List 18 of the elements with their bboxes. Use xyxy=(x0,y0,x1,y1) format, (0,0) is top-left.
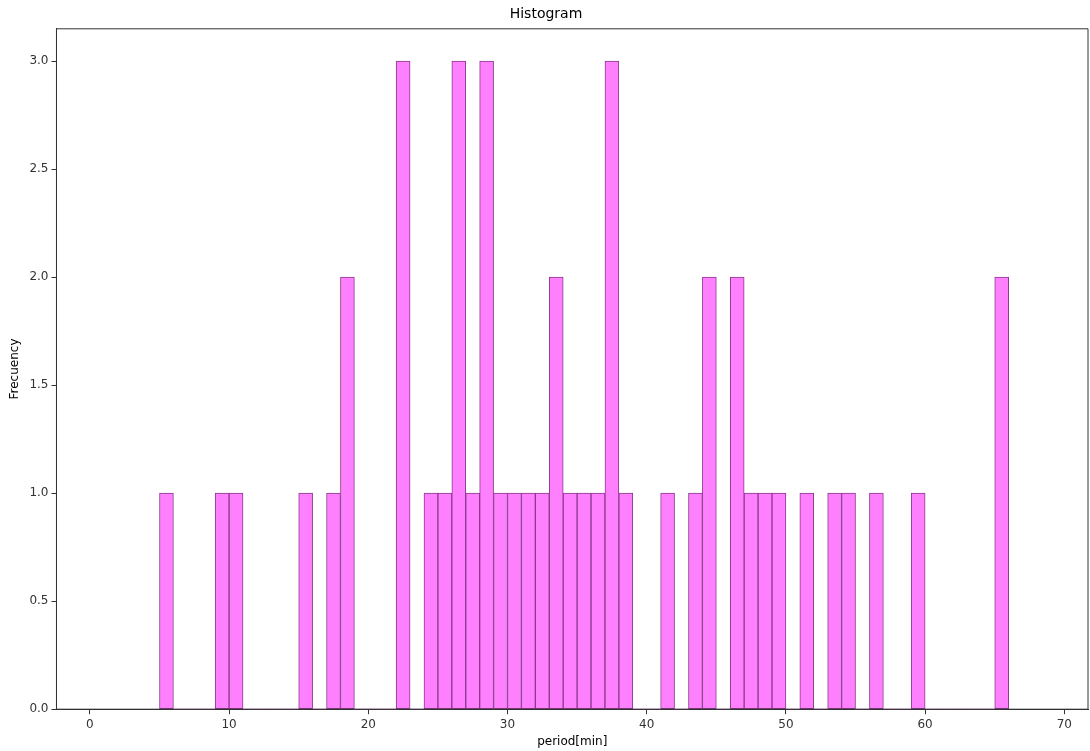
x-tick-label: 0 xyxy=(86,716,94,731)
x-tick-label: 30 xyxy=(499,716,516,731)
x-tick-label: 70 xyxy=(1056,716,1072,731)
x-tick-label: 10 xyxy=(221,716,237,731)
x-tick-label: 40 xyxy=(639,716,655,731)
x-tick-label: 50 xyxy=(778,716,794,731)
chart-title: Histogram xyxy=(509,5,583,22)
y-tick-label: 0.0 xyxy=(29,701,49,716)
y-tick-label: 2.5 xyxy=(29,161,49,176)
y-tick-label: 1.0 xyxy=(29,485,49,500)
x-axis-title: period[min] xyxy=(537,733,608,748)
y-axis-title: Frecuency xyxy=(7,338,22,400)
y-tick-label: 2.0 xyxy=(29,269,49,284)
x-tick-label: 60 xyxy=(917,716,933,731)
y-tick-label: 1.5 xyxy=(29,377,49,392)
y-tick-label: 0.5 xyxy=(29,593,49,608)
y-tick-label: 3.0 xyxy=(29,53,49,68)
x-tick-label: 20 xyxy=(360,716,376,731)
